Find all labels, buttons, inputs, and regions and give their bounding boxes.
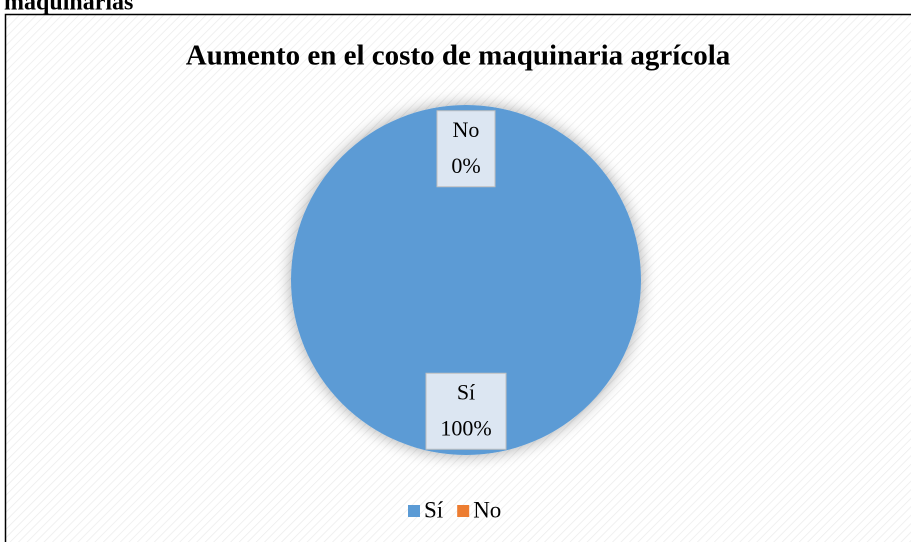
data-labels: Sí 100% No 0% (425, 110, 507, 450)
data-label-box (425, 372, 507, 450)
data-label-value: 100% (440, 415, 491, 440)
legend-label: Sí (424, 497, 444, 522)
legend-swatch (457, 505, 470, 517)
data-label-category: No (453, 117, 480, 142)
pie-slice (291, 105, 641, 455)
caption: maquinarias (4, 0, 133, 16)
legend-swatch (408, 505, 420, 517)
chart-title: Aumento en el costo de maquinaria agríco… (186, 40, 731, 72)
legend-label: No (473, 497, 501, 522)
data-label-category: Sí (457, 379, 475, 404)
legend: Sí No (408, 497, 501, 522)
data-label-box (436, 110, 496, 188)
data-label-value: 0% (451, 153, 480, 178)
pie (291, 105, 641, 455)
